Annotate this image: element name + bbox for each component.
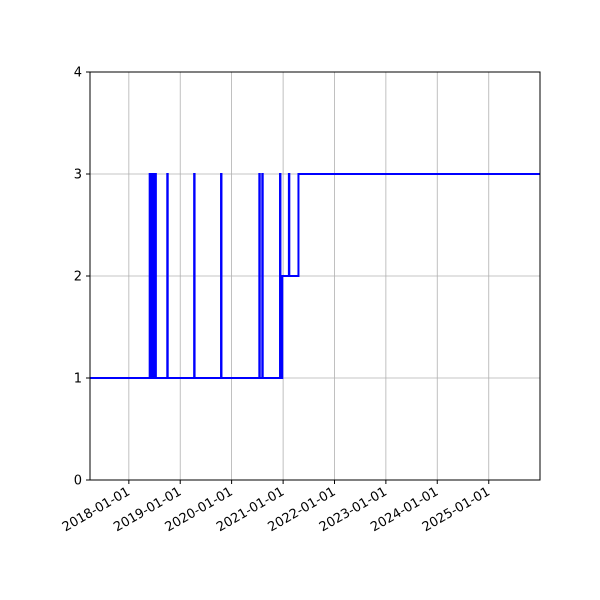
series-layer <box>90 173 540 379</box>
y-tick-label: 1 <box>74 372 82 387</box>
y-tick-label: 2 <box>74 270 82 285</box>
series-line <box>90 173 540 379</box>
y-tick-label: 0 <box>74 474 82 489</box>
gridlines <box>90 71 540 481</box>
y-tick-label: 3 <box>74 168 82 183</box>
y-tick-label: 4 <box>74 66 82 81</box>
ticks: 012342018-01-012019-01-012020-01-012021-… <box>60 66 493 536</box>
